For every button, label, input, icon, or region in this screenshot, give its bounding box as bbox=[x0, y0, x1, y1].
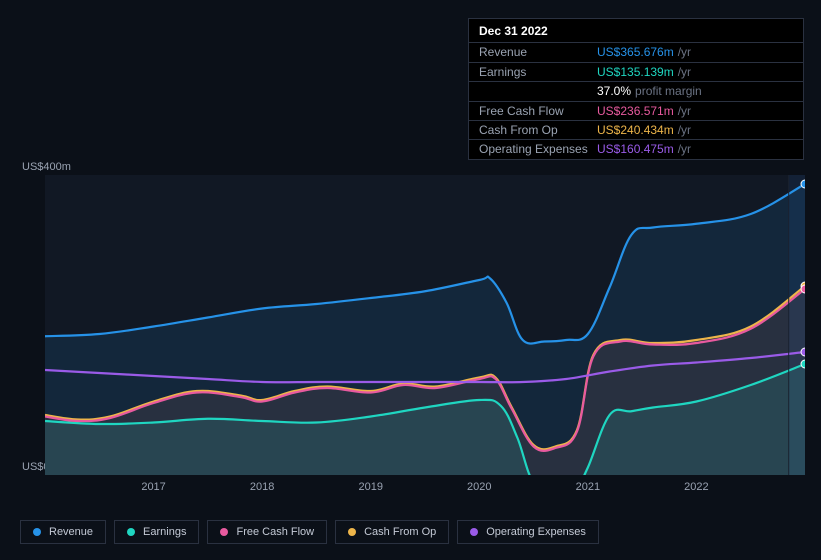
tooltip-unit: /yr bbox=[678, 142, 691, 156]
legend-item-cashfromop[interactable]: Cash From Op bbox=[335, 520, 449, 544]
legend-item-revenue[interactable]: Revenue bbox=[20, 520, 106, 544]
tooltip-unit: profit margin bbox=[635, 84, 702, 98]
legend-item-fcf[interactable]: Free Cash Flow bbox=[207, 520, 327, 544]
tooltip-value: US$236.571m bbox=[597, 104, 674, 118]
tooltip-row-opex: Operating ExpensesUS$160.475m/yr bbox=[469, 140, 803, 158]
series-end-dot-fcf[interactable] bbox=[801, 285, 805, 293]
series-end-dot-earnings[interactable] bbox=[801, 360, 805, 368]
tooltip-value: US$240.434m bbox=[597, 123, 674, 137]
tooltip-value: US$365.676m bbox=[597, 45, 674, 59]
legend-item-earnings[interactable]: Earnings bbox=[114, 520, 199, 544]
tooltip-label bbox=[479, 84, 597, 98]
legend-label: Revenue bbox=[49, 526, 93, 538]
y-axis-label-max: US$400m bbox=[22, 161, 71, 173]
chart-legend: Revenue Earnings Free Cash Flow Cash From O… bbox=[20, 520, 599, 544]
tooltip-row-revenue: RevenueUS$365.676m/yr bbox=[469, 43, 803, 62]
tooltip-unit: /yr bbox=[678, 65, 691, 79]
tooltip-date: Dec 31 2022 bbox=[469, 19, 803, 43]
legend-item-opex[interactable]: Operating Expenses bbox=[457, 520, 599, 544]
x-tick-label: 2019 bbox=[358, 481, 382, 493]
tooltip-row-cashfromop: Cash From OpUS$240.434m/yr bbox=[469, 121, 803, 140]
tooltip-row-margin: 37.0% profit margin bbox=[469, 82, 803, 101]
legend-dot-icon bbox=[220, 528, 228, 536]
data-tooltip: Dec 31 2022 RevenueUS$365.676m/yrEarning… bbox=[468, 18, 804, 160]
tooltip-label: Free Cash Flow bbox=[479, 104, 597, 118]
tooltip-value: US$135.139m bbox=[597, 65, 674, 79]
series-end-dot-opex[interactable] bbox=[801, 348, 805, 356]
legend-label: Free Cash Flow bbox=[236, 526, 314, 538]
x-tick-label: 2017 bbox=[141, 481, 165, 493]
x-tick-label: 2022 bbox=[684, 481, 708, 493]
tooltip-label: Cash From Op bbox=[479, 123, 597, 137]
chart-plot-area[interactable] bbox=[45, 175, 805, 475]
x-tick-label: 2018 bbox=[250, 481, 274, 493]
legend-dot-icon bbox=[33, 528, 41, 536]
tooltip-label: Revenue bbox=[479, 45, 597, 59]
tooltip-unit: /yr bbox=[678, 45, 691, 59]
tooltip-row-earnings: EarningsUS$135.139m/yr bbox=[469, 63, 803, 82]
series-end-dot-revenue[interactable] bbox=[801, 180, 805, 188]
legend-dot-icon bbox=[127, 528, 135, 536]
x-tick-label: 2020 bbox=[467, 481, 491, 493]
tooltip-row-fcf: Free Cash FlowUS$236.571m/yr bbox=[469, 102, 803, 121]
tooltip-unit: /yr bbox=[678, 104, 691, 118]
legend-label: Operating Expenses bbox=[486, 526, 586, 538]
legend-label: Earnings bbox=[143, 526, 186, 538]
legend-label: Cash From Op bbox=[364, 526, 436, 538]
legend-dot-icon bbox=[348, 528, 356, 536]
tooltip-label: Earnings bbox=[479, 65, 597, 79]
tooltip-label: Operating Expenses bbox=[479, 142, 597, 156]
financial-chart-container: Dec 31 2022 RevenueUS$365.676m/yrEarning… bbox=[0, 0, 821, 560]
tooltip-value: US$160.475m bbox=[597, 142, 674, 156]
tooltip-value: 37.0% bbox=[597, 84, 631, 98]
tooltip-unit: /yr bbox=[678, 123, 691, 137]
legend-dot-icon bbox=[470, 528, 478, 536]
x-tick-label: 2021 bbox=[576, 481, 600, 493]
